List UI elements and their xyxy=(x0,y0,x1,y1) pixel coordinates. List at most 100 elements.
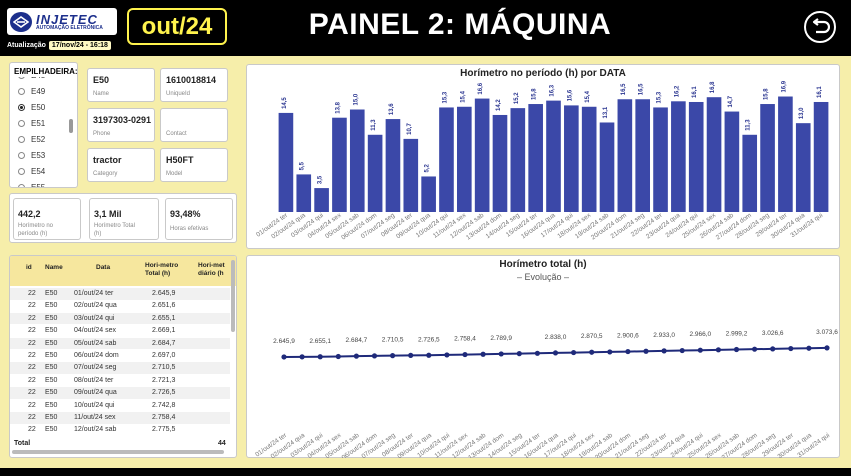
table-vertical-scrollbar[interactable] xyxy=(231,260,235,332)
bar[interactable] xyxy=(564,105,579,212)
table-row[interactable]: 22 E50 01/out/24 ter 2.645,9 xyxy=(10,288,230,300)
period-button[interactable]: out/24 xyxy=(127,8,227,45)
filter-scrollbar[interactable] xyxy=(69,119,73,133)
bar[interactable] xyxy=(617,99,633,212)
bar[interactable] xyxy=(367,134,383,212)
radio-icon[interactable] xyxy=(18,120,25,127)
table-row[interactable]: 22 E50 07/out/24 seg 2.710,5 xyxy=(10,362,230,374)
bar[interactable] xyxy=(421,176,436,212)
table-row[interactable]: 22 E50 02/out/24 qua 2.651,6 xyxy=(10,300,230,312)
bar[interactable] xyxy=(742,134,758,212)
bar[interactable] xyxy=(510,108,526,212)
line-point[interactable] xyxy=(824,345,830,351)
line-point[interactable] xyxy=(733,346,740,353)
line-point[interactable] xyxy=(770,346,776,352)
th-horimetro-diario[interactable]: Hori-met diário (h xyxy=(198,262,225,277)
line-point[interactable] xyxy=(317,354,323,360)
bar[interactable] xyxy=(706,97,722,212)
th-data[interactable]: Data xyxy=(96,264,111,271)
filter-item-e52[interactable]: E52 xyxy=(18,135,45,144)
line-point[interactable] xyxy=(480,351,486,357)
radio-icon[interactable] xyxy=(18,77,25,79)
line-point[interactable] xyxy=(534,350,540,356)
bar[interactable] xyxy=(456,106,472,212)
bar[interactable] xyxy=(349,109,365,213)
bar[interactable] xyxy=(671,101,686,212)
radio-icon[interactable] xyxy=(18,88,25,95)
line-point[interactable] xyxy=(371,353,378,359)
radio-icon[interactable] xyxy=(18,168,25,175)
bar[interactable] xyxy=(581,106,597,212)
line-point[interactable] xyxy=(589,349,595,355)
bar[interactable] xyxy=(635,99,651,212)
line-point[interactable] xyxy=(607,349,613,355)
filter-item-e51[interactable]: E51 xyxy=(18,119,45,128)
line-point[interactable] xyxy=(788,345,794,352)
line-point[interactable] xyxy=(353,353,359,359)
line-point[interactable] xyxy=(552,350,559,356)
bar[interactable] xyxy=(492,114,508,212)
line-point[interactable] xyxy=(571,349,577,356)
table-row[interactable]: 22 E50 08/out/24 ter 2.721,3 xyxy=(10,375,230,387)
bar[interactable] xyxy=(599,122,615,212)
line-point[interactable] xyxy=(408,352,414,358)
filter-item-e55[interactable]: E55 xyxy=(18,183,45,187)
line-point[interactable] xyxy=(679,347,685,354)
filter-item-e49[interactable]: E49 xyxy=(18,87,45,96)
line-point[interactable] xyxy=(806,345,812,351)
th-id[interactable]: id xyxy=(26,264,32,271)
table-row[interactable]: 22 E50 09/out/24 qua 2.726,5 xyxy=(10,387,230,399)
line-point[interactable] xyxy=(462,351,468,358)
table-row[interactable]: 22 E50 12/out/24 sab 2.775,5 xyxy=(10,424,230,436)
line-point[interactable] xyxy=(643,348,649,354)
line-point[interactable] xyxy=(444,352,450,358)
line-point[interactable] xyxy=(390,353,396,359)
bar[interactable] xyxy=(296,174,312,212)
radio-icon[interactable] xyxy=(18,184,25,187)
bar[interactable] xyxy=(724,111,740,212)
bar[interactable] xyxy=(688,101,704,212)
bar[interactable] xyxy=(278,112,294,212)
bar[interactable] xyxy=(546,100,561,212)
table-row[interactable]: 22 E50 05/out/24 sab 2.684,7 xyxy=(10,337,230,350)
table-row[interactable]: 22 E50 10/out/24 qui 2.742,8 xyxy=(10,400,230,412)
bar[interactable] xyxy=(332,117,347,212)
line-point[interactable] xyxy=(752,346,758,352)
bar[interactable] xyxy=(760,104,775,212)
line-point[interactable] xyxy=(281,354,287,360)
table-row[interactable]: 22 E50 11/out/24 sex 2.758,4 xyxy=(10,412,230,424)
radio-icon[interactable] xyxy=(18,152,25,159)
line-point[interactable] xyxy=(335,353,341,360)
filter-item-e53[interactable]: E53 xyxy=(18,151,45,160)
table-row[interactable]: 22 E50 06/out/24 dom 2.697,0 xyxy=(10,350,230,362)
bar[interactable] xyxy=(385,119,401,212)
line-point[interactable] xyxy=(426,352,432,358)
th-horimetro-total[interactable]: Hori-metro Total (h) xyxy=(145,262,179,277)
th-name[interactable]: Name xyxy=(45,264,63,271)
bar[interactable] xyxy=(314,188,329,212)
table-row[interactable]: 22 E50 04/out/24 sex 2.669,1 xyxy=(10,325,230,337)
line-point[interactable] xyxy=(299,354,305,360)
bar[interactable] xyxy=(474,98,490,212)
bar[interactable] xyxy=(795,123,811,212)
bar[interactable] xyxy=(778,96,793,212)
radio-icon[interactable] xyxy=(18,104,25,111)
line-point[interactable] xyxy=(516,351,522,357)
line-point[interactable] xyxy=(498,351,504,357)
filter-item-e50[interactable]: E50 xyxy=(18,103,45,112)
line-point[interactable] xyxy=(715,347,721,353)
bar[interactable] xyxy=(439,107,454,212)
filter-item-e54[interactable]: E54 xyxy=(18,167,45,176)
radio-icon[interactable] xyxy=(18,136,25,143)
filter-item-e48[interactable]: E48 xyxy=(18,77,45,80)
bar[interactable] xyxy=(813,101,829,212)
bar[interactable] xyxy=(653,107,668,212)
table-row[interactable]: 22 E50 03/out/24 qui 2.655,1 xyxy=(10,312,230,325)
line-point[interactable] xyxy=(625,348,631,355)
bar[interactable] xyxy=(403,138,419,212)
table-horizontal-scrollbar[interactable] xyxy=(12,450,224,454)
line-point[interactable] xyxy=(661,348,667,354)
back-button[interactable] xyxy=(804,11,836,43)
bar[interactable] xyxy=(528,104,543,212)
line-point[interactable] xyxy=(697,347,703,353)
